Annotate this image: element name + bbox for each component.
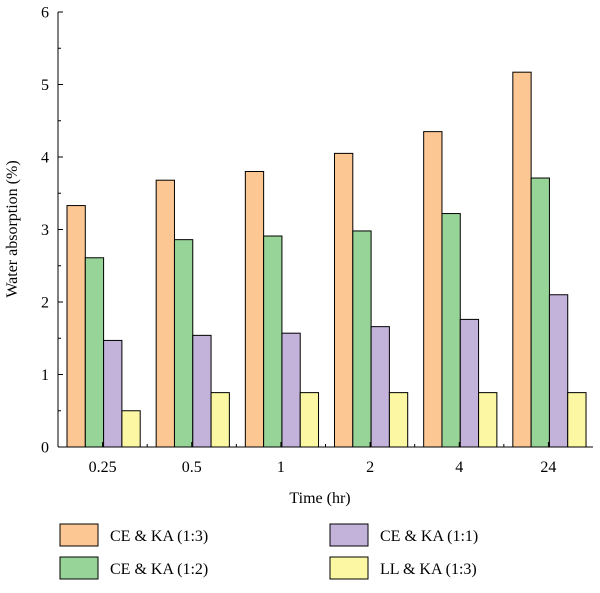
bar — [263, 235, 283, 448]
plot-area — [66, 71, 587, 448]
y-tick-label: 1 — [41, 367, 49, 384]
bar — [334, 152, 354, 448]
bar — [478, 392, 498, 448]
y-tick-label: 6 — [41, 5, 49, 22]
y-axis: 0 1 2 3 4 5 6 — [41, 5, 63, 457]
x-tick-label: 1 — [277, 459, 285, 476]
y-tick-label: 0 — [41, 440, 49, 457]
legend-label: CE & KA (1:1) — [380, 528, 478, 545]
bar — [530, 177, 550, 448]
legend: CE & KA (1:3) CE & KA (1:2) CE & KA (1:1) L… — [59, 523, 478, 580]
bar — [441, 213, 461, 448]
bar — [299, 392, 320, 448]
bar — [512, 71, 532, 448]
legend-swatch — [329, 556, 369, 580]
bar — [210, 392, 230, 448]
y-tick-label: 4 — [41, 150, 49, 167]
bar — [423, 131, 443, 448]
bar — [244, 171, 265, 448]
legend-label: CE & KA (1:3) — [110, 528, 208, 545]
bar — [352, 230, 372, 448]
bar — [459, 318, 480, 448]
bar — [121, 410, 141, 448]
bar — [66, 205, 86, 448]
x-tick-label: 4 — [455, 459, 463, 476]
legend-label: LL & KA (1:3) — [380, 561, 477, 578]
x-tick-label: 0.25 — [89, 459, 117, 476]
y-axis-label: Water absorption (%) — [4, 160, 21, 297]
x-axis-label: Time (hr) — [289, 490, 350, 507]
bar — [548, 294, 569, 448]
legend-label: CE & KA (1:2) — [110, 561, 208, 578]
bar — [155, 179, 175, 448]
bar — [388, 392, 409, 448]
bar — [567, 392, 587, 448]
y-tick-label: 5 — [41, 77, 49, 94]
bar — [84, 257, 105, 448]
y-tick-label: 2 — [41, 295, 49, 312]
legend-swatch — [329, 523, 369, 547]
x-axis: 0.25 0.5 1 2 4 24 — [58, 442, 593, 476]
legend-swatch — [59, 523, 99, 547]
bar — [281, 332, 301, 448]
bar — [173, 239, 194, 448]
legend-swatch — [59, 556, 99, 580]
bar — [103, 339, 123, 448]
x-tick-label: 0.5 — [182, 459, 202, 476]
bar — [192, 334, 212, 448]
x-tick-label: 24 — [540, 459, 556, 476]
bar — [370, 326, 390, 448]
y-tick-label: 3 — [41, 222, 49, 239]
x-tick-label: 2 — [366, 459, 374, 476]
